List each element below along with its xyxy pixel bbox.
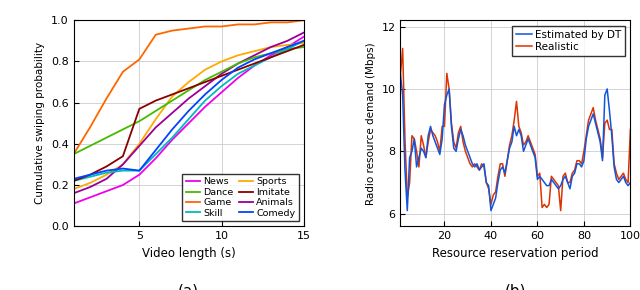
Estimated by DT bbox=[452, 150, 460, 153]
Line: Estimated by DT: Estimated by DT bbox=[400, 73, 630, 211]
Realistic bbox=[612, 171, 620, 175]
Y-axis label: Cumulative swiping probability: Cumulative swiping probability bbox=[35, 42, 45, 204]
Y-axis label: Radio resource demand (Mbps): Radio resource demand (Mbps) bbox=[366, 42, 376, 204]
Text: (a): (a) bbox=[178, 284, 199, 290]
Legend: News, Dance, Game, Skill, Sports, Imitate, Animals, Comedy: News, Dance, Game, Skill, Sports, Imitat… bbox=[182, 174, 299, 222]
Realistic bbox=[399, 47, 406, 50]
Legend: Estimated by DT, Realistic: Estimated by DT, Realistic bbox=[512, 26, 625, 56]
Realistic bbox=[396, 75, 404, 78]
Realistic bbox=[627, 128, 634, 131]
Estimated by DT bbox=[536, 175, 543, 178]
Realistic bbox=[557, 209, 564, 212]
Estimated by DT bbox=[627, 181, 634, 184]
Estimated by DT bbox=[443, 93, 451, 97]
Line: Realistic: Realistic bbox=[400, 48, 630, 211]
Realistic bbox=[536, 171, 543, 175]
X-axis label: Video length (s): Video length (s) bbox=[142, 246, 236, 260]
Estimated by DT bbox=[396, 72, 404, 75]
Estimated by DT bbox=[403, 209, 411, 212]
Estimated by DT bbox=[611, 165, 618, 169]
X-axis label: Resource reservation period: Resource reservation period bbox=[432, 246, 598, 260]
Realistic bbox=[517, 131, 525, 134]
Realistic bbox=[620, 171, 627, 175]
Estimated by DT bbox=[517, 134, 525, 137]
Realistic bbox=[443, 72, 451, 75]
Realistic bbox=[452, 146, 460, 150]
Estimated by DT bbox=[617, 178, 625, 181]
Text: (b): (b) bbox=[504, 284, 526, 290]
